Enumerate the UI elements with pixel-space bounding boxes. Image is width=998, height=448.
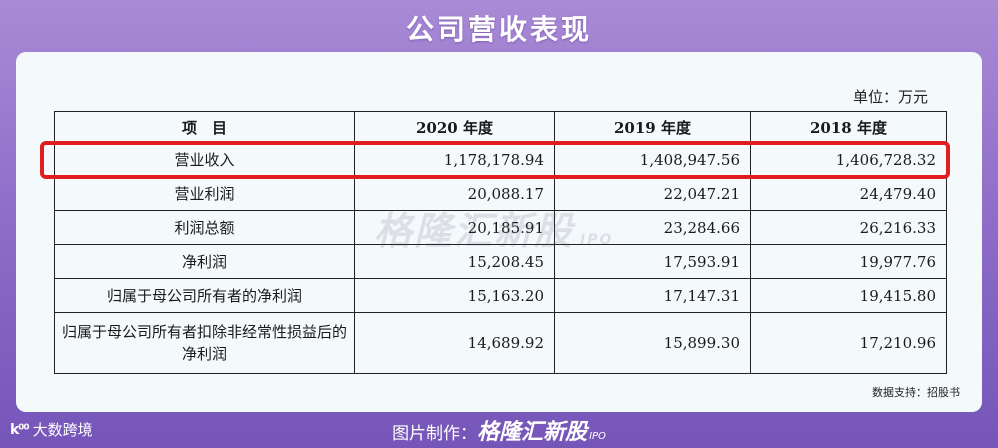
financial-table: 项 目 2020 年度 2019 年度 2018 年度 营业收入 1,178,1… (54, 111, 947, 374)
cell-2020: 14,689.92 (354, 312, 555, 374)
page-title: 公司营收表现 (405, 13, 592, 46)
column-header-2019: 2019 年度 (554, 111, 751, 143)
cell-2018: 26,216.33 (750, 210, 947, 245)
table-header-row: 项 目 2020 年度 2019 年度 2018 年度 (54, 111, 947, 143)
row-item: 净利润 (54, 244, 355, 279)
table-row: 归属于母公司所有者扣除非经常性损益后的净利润 14,689.92 15,899.… (54, 312, 947, 374)
cell-2018: 1,406,728.32 (750, 142, 947, 177)
source-note: 数据支持：招股书 (872, 386, 960, 399)
cell-2018: 17,210.96 (750, 312, 947, 374)
table-row: 利润总额 20,185.91 23,284.66 26,216.33 (54, 210, 947, 245)
credit-brand: 格隆汇新股 (477, 420, 588, 445)
cell-2020: 15,163.20 (354, 278, 555, 313)
column-header-2018: 2018 年度 (750, 111, 947, 143)
cell-2018: 19,415.80 (750, 278, 947, 313)
watermark: 格隆汇新股 IPO (374, 200, 613, 255)
table-row: 归属于母公司所有者的净利润 15,163.20 17,147.31 19,415… (54, 278, 947, 313)
cell-2018: 19,977.76 (750, 244, 947, 279)
content-panel: 单位：万元 项 目 2020 年度 2019 年度 2018 年度 营业收入 1… (16, 52, 982, 412)
footer-logo-text: 大数跨境 (32, 421, 93, 439)
footer-logo: k⁰⁰ 大数跨境 (10, 419, 93, 440)
table-row: 净利润 15,208.45 17,593.91 19,977.76 (54, 244, 947, 279)
credit-label: 图片制作： (392, 424, 478, 444)
watermark-ipo: IPO (580, 232, 614, 248)
cell-2020: 20,185.91 (354, 210, 555, 245)
row-item: 营业利润 (54, 176, 355, 211)
cell-2018: 24,479.40 (750, 176, 947, 211)
watermark-text: 格隆汇新股 (374, 209, 575, 253)
cell-2019: 15,899.30 (554, 312, 751, 374)
unit-label: 单位：万元 (852, 88, 928, 106)
column-header-2020: 2020 年度 (354, 111, 555, 143)
cell-2020: 20,088.17 (354, 176, 555, 211)
revenue-highlight-box (40, 141, 950, 179)
table-row: 营业收入 1,178,178.94 1,408,947.56 1,406,728… (54, 142, 947, 177)
row-item: 归属于母公司所有者扣除非经常性损益后的净利润 (54, 312, 355, 374)
row-item: 利润总额 (54, 210, 355, 245)
logo-icon: k⁰⁰ (10, 421, 30, 438)
column-header-item: 项 目 (54, 111, 355, 143)
footer-credit: 图片制作：格隆汇新股 IPO (0, 414, 998, 446)
row-item: 归属于母公司所有者的净利润 (54, 278, 355, 313)
cell-2019: 23,284.66 (554, 210, 751, 245)
cell-2019: 17,147.31 (554, 278, 751, 313)
cell-2019: 1,408,947.56 (554, 142, 751, 177)
credit-brand-ipo: IPO (589, 431, 606, 442)
